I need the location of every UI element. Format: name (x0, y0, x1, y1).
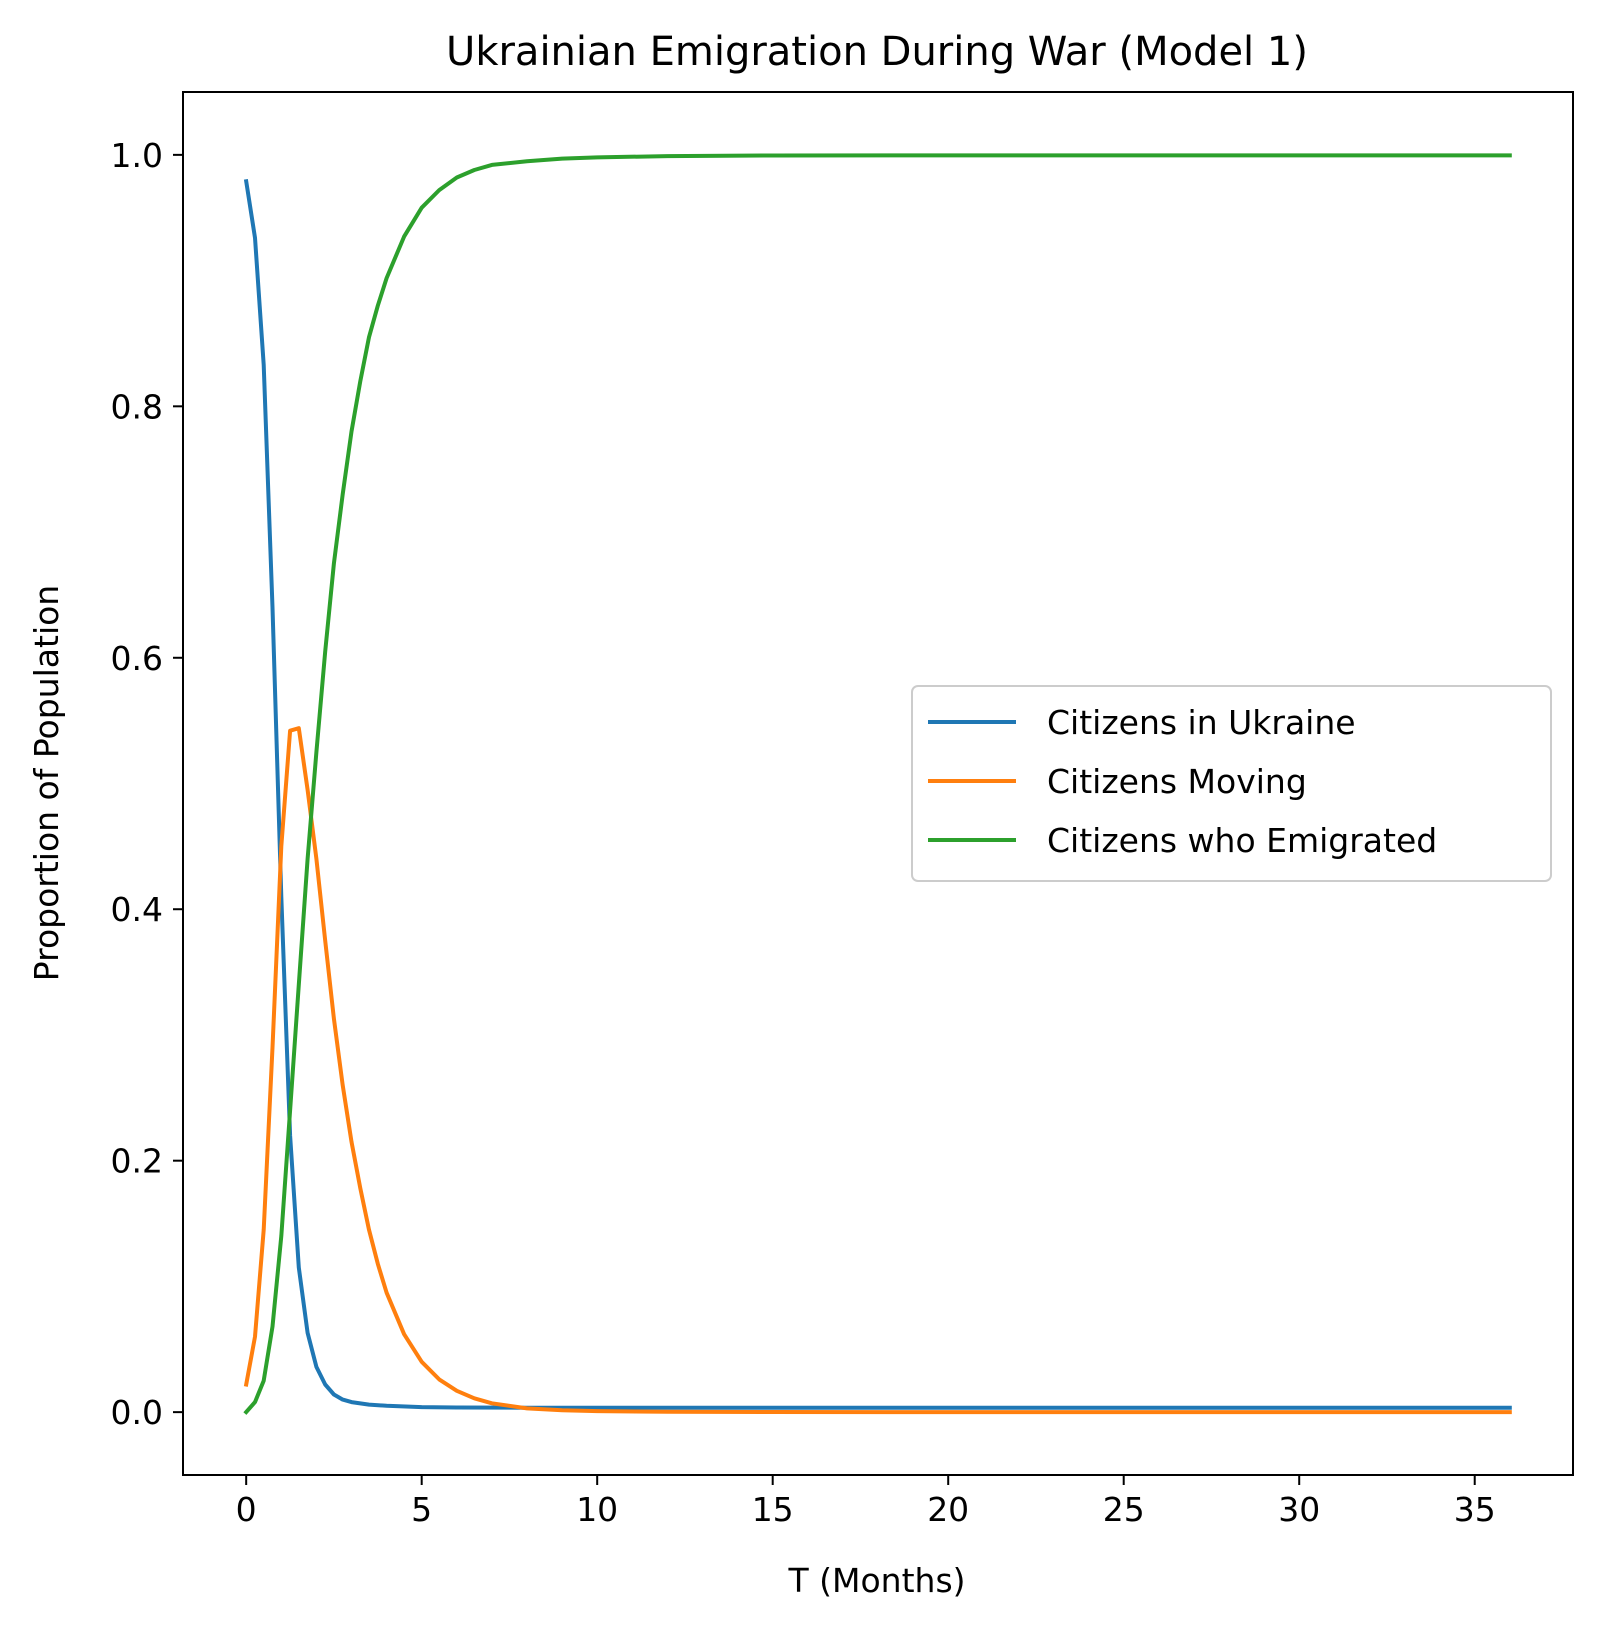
y-tick-label: 0.2 (111, 1142, 163, 1181)
x-axis-label: T (Months) (787, 1561, 965, 1600)
plot-area (182, 91, 1574, 1476)
x-axis: 0 5 10 15 20 25 30 35 (236, 1475, 1496, 1529)
x-tick-label: 35 (1454, 1490, 1496, 1529)
y-tick-label: 1.0 (111, 136, 163, 175)
series-line-2 (243, 726, 1512, 1415)
y-tick-label: 0.0 (111, 1393, 163, 1432)
y-tick-label: 0.8 (111, 387, 163, 426)
x-tick-label: 0 (236, 1490, 257, 1529)
legend-box (911, 685, 1552, 882)
plot-frame (182, 91, 1574, 1476)
legend: Citizens in Ukraine Citizens Moving Citize… (911, 685, 1552, 882)
y-axis-label: Proportion of Population (27, 585, 66, 981)
series-layer (243, 153, 1512, 1415)
x-tick-label: 10 (576, 1490, 618, 1529)
x-tick-label: 20 (927, 1490, 969, 1529)
chart-title: Ukrainian Emigration During War (Model 1… (446, 29, 1308, 75)
y-tick-label: 0.6 (111, 639, 163, 678)
x-tick-label: 30 (1278, 1490, 1320, 1529)
series-line-3 (243, 153, 1512, 1415)
legend-label: Citizens Moving (1047, 762, 1307, 801)
x-tick-label: 25 (1103, 1490, 1145, 1529)
y-axis: 0.0 0.2 0.4 0.6 0.8 1.0 (111, 136, 183, 1432)
x-tick-label: 5 (411, 1490, 432, 1529)
legend-label: Citizens in Ukraine (1047, 703, 1356, 742)
legend-label: Citizens who Emigrated (1047, 821, 1437, 860)
y-tick-label: 0.4 (111, 890, 163, 929)
x-tick-label: 15 (752, 1490, 794, 1529)
